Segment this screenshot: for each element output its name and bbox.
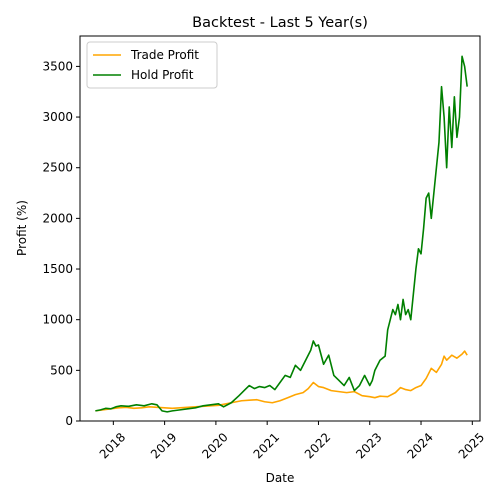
y-tick-label: 0 <box>65 414 73 428</box>
x-tick-label: 2024 <box>404 430 435 461</box>
x-tick-label: 2021 <box>251 430 282 461</box>
x-tick-label: 2018 <box>97 430 128 461</box>
legend: Trade Profit Hold Profit <box>86 41 218 89</box>
x-axis-label: Date <box>266 471 295 485</box>
x-tick-label: 2022 <box>302 430 333 461</box>
y-axis-ticks: 0 500 1000 1500 2000 2500 3000 3500 <box>42 59 80 428</box>
y-tick-label: 1500 <box>42 262 73 276</box>
y-tick-label: 3000 <box>42 110 73 124</box>
x-tick-label: 2023 <box>353 430 384 461</box>
series-layer <box>95 55 468 413</box>
y-tick-label: 3500 <box>42 59 73 73</box>
y-tick-label: 500 <box>50 363 73 377</box>
series-line-trade-profit <box>95 350 468 412</box>
x-tick-label: 2020 <box>199 430 230 461</box>
y-tick-label: 2500 <box>42 161 73 175</box>
series-line-hold-profit <box>95 55 468 413</box>
plot-area <box>79 35 481 422</box>
legend-box <box>86 41 218 89</box>
x-tick-label: 2025 <box>456 430 487 461</box>
y-tick-label: 2000 <box>42 211 73 225</box>
legend-label-trade: Trade Profit <box>130 48 199 62</box>
y-tick-label: 1000 <box>42 313 73 327</box>
y-axis-label: Profit (%) <box>15 200 29 256</box>
chart-title: Backtest - Last 5 Year(s) <box>192 15 368 31</box>
plot-frame <box>79 35 481 422</box>
legend-label-hold: Hold Profit <box>131 68 194 82</box>
x-tick-label: 2019 <box>148 430 179 461</box>
x-axis-ticks: 2018 2019 2020 2021 2022 2023 2024 2025 <box>97 421 487 462</box>
